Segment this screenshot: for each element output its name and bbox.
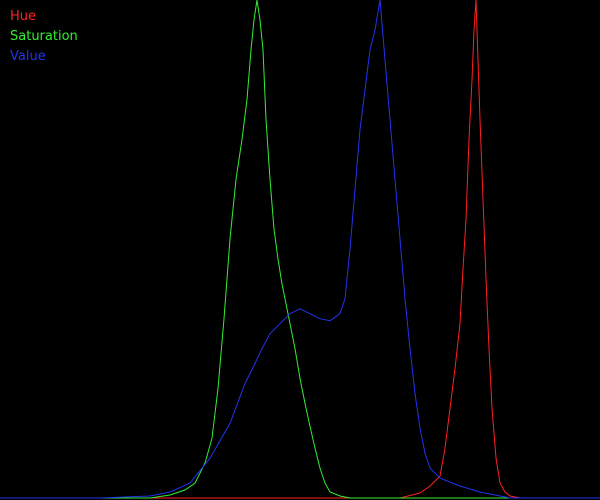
legend-hue: Hue (10, 9, 36, 24)
legend-saturation: Saturation (10, 29, 78, 44)
legend: Hue Saturation Value (10, 9, 78, 64)
legend-value: Value (10, 49, 46, 64)
